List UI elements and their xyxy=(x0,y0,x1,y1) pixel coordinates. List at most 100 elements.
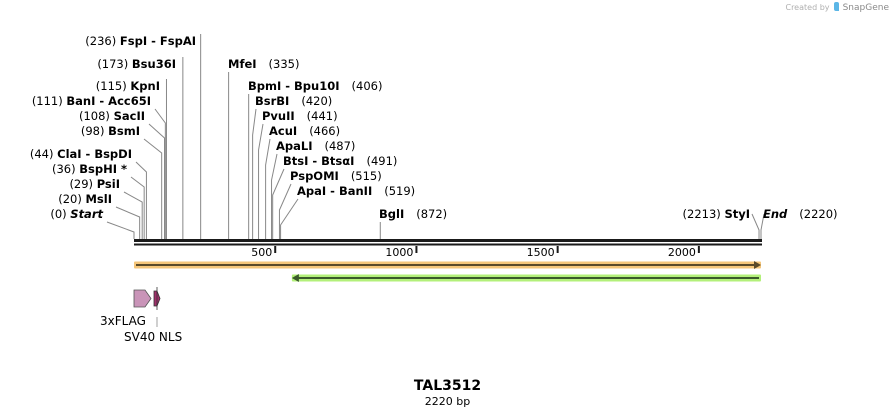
site-name: FspI - FspAI xyxy=(120,34,196,48)
site-position: (2213) xyxy=(683,207,725,221)
site-pspomi[interactable]: PspOMI (515) xyxy=(290,169,382,183)
site-name: MslI xyxy=(85,192,112,206)
svg-text:(108) SacII: (108) SacII xyxy=(79,109,145,123)
site-position: (466) xyxy=(309,124,340,138)
site-apai-banii[interactable]: ApaI - BanII (519) xyxy=(297,184,415,198)
site-position: (111) xyxy=(32,94,67,108)
site-position: (487) xyxy=(325,139,356,153)
site-clai-bspdi[interactable]: (44) ClaI - BspDI xyxy=(30,147,132,161)
svg-text:(29) PsiI: (29) PsiI xyxy=(69,177,120,191)
svg-text:PvuII(441): PvuII (441) xyxy=(262,109,338,123)
site-name: PspOMI xyxy=(290,169,339,183)
svg-text:(20) MslI: (20) MslI xyxy=(58,192,112,206)
site-btsi-bts-i[interactable]: BtsI - BtsαI (491) xyxy=(283,154,397,168)
svg-text:BsrBI(420): BsrBI (420) xyxy=(255,94,332,108)
tick-label: 500 xyxy=(251,246,272,259)
site-position: (406) xyxy=(352,79,383,93)
site-name: BsmI xyxy=(108,124,140,138)
site-name: ApaI - BanII xyxy=(297,184,372,198)
site-position: (515) xyxy=(351,169,382,183)
feature-orange-orf[interactable] xyxy=(134,261,761,269)
svg-text:(236) FspI - FspAI: (236) FspI - FspAI xyxy=(85,34,196,48)
svg-text:End(2220): End (2220) xyxy=(763,207,838,221)
svg-text:ApaLI(487): ApaLI (487) xyxy=(276,139,355,153)
site-name: BsrBI xyxy=(255,94,289,108)
credit-prefix: Created by xyxy=(785,3,830,12)
site-position: (519) xyxy=(384,184,415,198)
tick-label: 1500 xyxy=(527,246,555,259)
site-psii[interactable]: (29) PsiI xyxy=(69,177,120,191)
site-msli[interactable]: (20) MslI xyxy=(58,192,112,206)
site-start[interactable]: (0) Start xyxy=(50,207,103,221)
site-name: SacII xyxy=(114,109,145,123)
site-fspi-fspai[interactable]: (236) FspI - FspAI xyxy=(85,34,196,48)
site-bgli[interactable]: BglI (872) xyxy=(379,207,447,221)
feature-sv40-nls[interactable] xyxy=(153,287,161,327)
site-bsphi[interactable]: (36) BspHI * xyxy=(52,162,127,176)
site-acui[interactable]: AcuI (466) xyxy=(269,124,340,138)
ruler-ticks: 500 1000 1500 2000 xyxy=(251,246,700,259)
sequence-name: TAL3512 xyxy=(413,378,482,394)
svg-text:ApaI - BanII(519): ApaI - BanII (519) xyxy=(297,184,415,198)
site-styi[interactable]: (2213) StyI xyxy=(683,207,750,221)
site-sacii[interactable]: (108) SacII xyxy=(79,109,145,123)
site-pvuii[interactable]: PvuII (441) xyxy=(262,109,338,123)
site-name: BanI - Acc65I xyxy=(66,94,151,108)
site-position: (491) xyxy=(366,154,397,168)
svg-text:BpmI - Bpu10I(406): BpmI - Bpu10I (406) xyxy=(248,79,382,93)
site-name: AcuI xyxy=(269,124,297,138)
svg-text:BglI(872): BglI (872) xyxy=(379,207,447,221)
site-kpni[interactable]: (115) KpnI xyxy=(96,79,160,93)
tick-mark xyxy=(415,246,418,253)
tick-label: 2000 xyxy=(668,246,696,259)
site-position: (441) xyxy=(307,109,338,123)
site-bsrbi[interactable]: BsrBI (420) xyxy=(255,94,332,108)
site-name: MfeI xyxy=(228,57,257,71)
svg-text:BtsI - BtsαI(491): BtsI - BtsαI (491) xyxy=(283,154,397,168)
site-position: (108) xyxy=(79,109,114,123)
snapgene-logo-icon xyxy=(834,2,840,11)
svg-text:PspOMI(515): PspOMI (515) xyxy=(290,169,382,183)
site-bsu36i[interactable]: (173) Bsu36I xyxy=(97,57,176,71)
site-position: (29) xyxy=(69,177,96,191)
site-bsmi[interactable]: (98) BsmI xyxy=(81,124,140,138)
site-position: (36) xyxy=(52,162,79,176)
feature-3xflag[interactable] xyxy=(133,289,152,308)
site-end[interactable]: End (2220) xyxy=(763,207,838,221)
site-bpmi-bpu10i[interactable]: BpmI - Bpu10I (406) xyxy=(248,79,382,93)
feature-label-sv40-nls: SV40 NLS xyxy=(124,330,182,344)
feature-track xyxy=(134,261,761,282)
credit-brand: SnapGene xyxy=(842,3,889,13)
sequence-backbone xyxy=(134,239,762,246)
site-position: (2220) xyxy=(799,207,837,221)
tick-mark xyxy=(556,246,559,253)
site-leader-lines xyxy=(106,34,765,239)
small-feature-track: 3xFLAG SV40 NLS xyxy=(100,287,182,344)
site-name: Bsu36I xyxy=(132,57,176,71)
svg-text:(173) Bsu36I: (173) Bsu36I xyxy=(97,57,176,71)
site-apali[interactable]: ApaLI (487) xyxy=(276,139,355,153)
site-name: BtsI - BtsαI xyxy=(283,154,354,168)
site-name: StyI xyxy=(724,207,750,221)
svg-text:(44) ClaI - BspDI: (44) ClaI - BspDI xyxy=(30,147,132,161)
site-name: PvuII xyxy=(262,109,295,123)
svg-text:(98) BsmI: (98) BsmI xyxy=(81,124,140,138)
site-name: BpmI - Bpu10I xyxy=(248,79,340,93)
tick-mark xyxy=(274,246,277,253)
site-mfei[interactable]: MfeI (335) xyxy=(228,57,299,71)
feature-green-orf[interactable] xyxy=(291,274,761,282)
site-name: ApaLI xyxy=(276,139,313,153)
svg-text:(115) KpnI: (115) KpnI xyxy=(96,79,160,93)
site-name: BspHI * xyxy=(79,162,127,176)
site-name: BglI xyxy=(379,207,404,221)
tick-mark xyxy=(697,246,700,253)
svg-text:(2213) StyI: (2213) StyI xyxy=(683,207,750,221)
site-position: (44) xyxy=(30,147,57,161)
site-labels: (236) FspI - FspAI (173) Bsu36I (115) KpnI… xyxy=(30,34,838,221)
site-bani-acc65i[interactable]: (111) BanI - Acc65I xyxy=(32,94,151,108)
svg-text:AcuI(466): AcuI (466) xyxy=(269,124,340,138)
snapgene-credit: Created by SnapGene xyxy=(785,2,889,13)
site-name: End xyxy=(763,207,788,221)
site-position: (872) xyxy=(416,207,447,221)
site-name: KpnI xyxy=(130,79,160,93)
